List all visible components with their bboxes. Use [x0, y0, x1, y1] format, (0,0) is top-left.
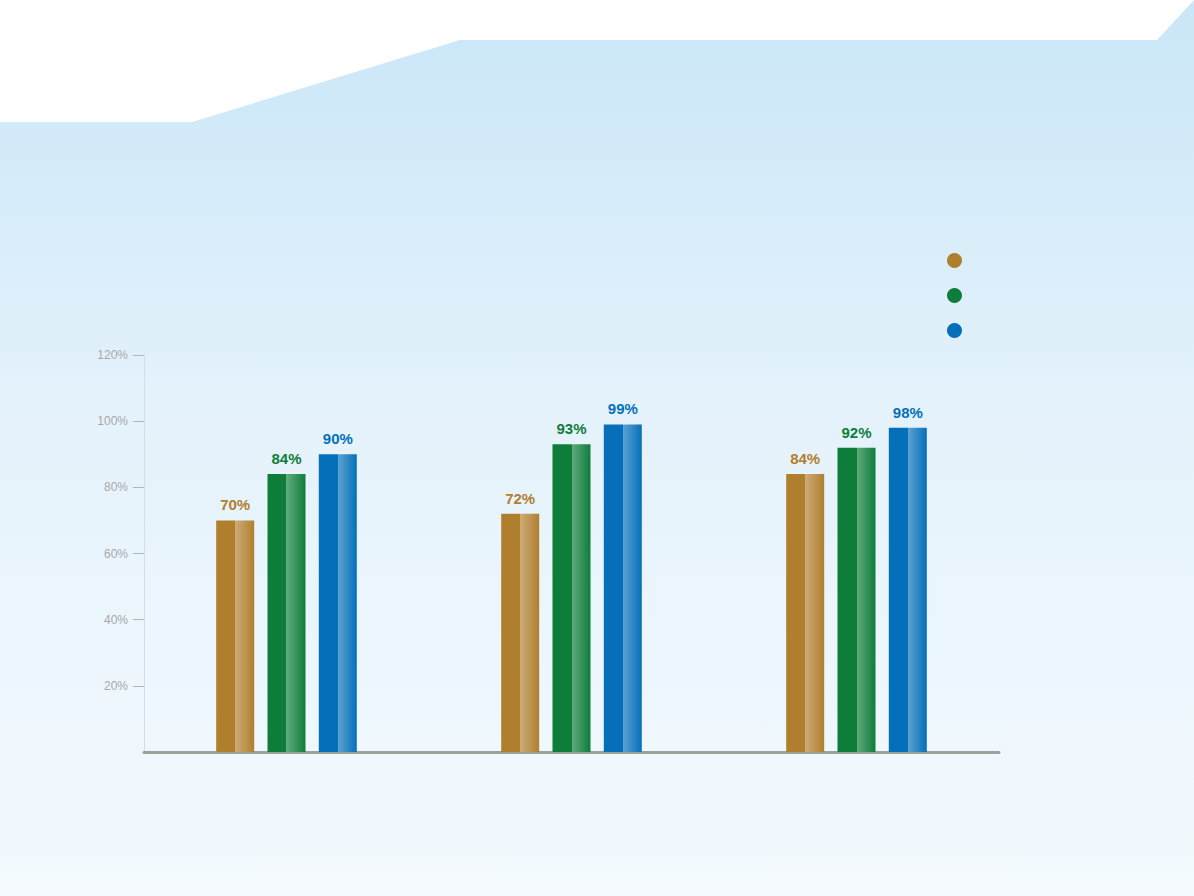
svg-text:98%: 98%	[893, 404, 923, 421]
svg-text:99%: 99%	[608, 400, 638, 417]
svg-text:90%: 90%	[323, 430, 353, 447]
svg-text:100%: 100%	[97, 414, 128, 428]
svg-text:120%: 120%	[97, 348, 128, 362]
svg-text:72%: 72%	[505, 490, 535, 507]
svg-text:60%: 60%	[104, 547, 128, 561]
svg-text:84%: 84%	[271, 450, 301, 467]
svg-text:80%: 80%	[104, 480, 128, 494]
svg-text:70%: 70%	[220, 496, 250, 513]
svg-text:92%: 92%	[841, 424, 871, 441]
svg-text:20%: 20%	[104, 679, 128, 693]
svg-text:84%: 84%	[790, 450, 820, 467]
svg-text:40%: 40%	[104, 613, 128, 627]
svg-text:93%: 93%	[556, 420, 586, 437]
